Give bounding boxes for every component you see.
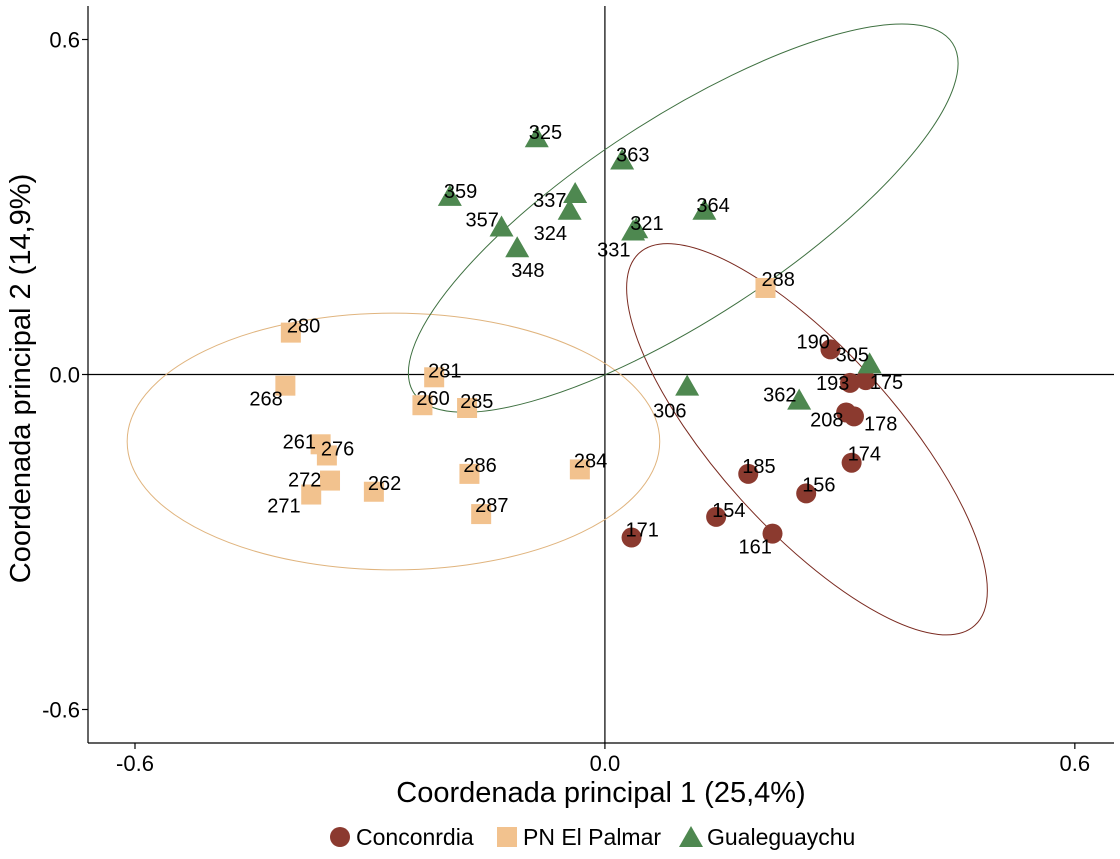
- y-tick-label: -0.6: [42, 698, 80, 723]
- point-label: 359: [444, 181, 477, 203]
- triangle-point: [692, 198, 717, 220]
- triangle-point: [557, 198, 582, 220]
- point-label: 161: [739, 537, 772, 559]
- point-label: 288: [761, 269, 794, 291]
- legend-circle-key: [330, 827, 350, 847]
- point-label: 337: [533, 190, 566, 212]
- square-point: [320, 470, 341, 491]
- square-point: [316, 445, 337, 466]
- square-point: [424, 367, 445, 388]
- point-label: 174: [848, 444, 881, 466]
- point-label: 276: [321, 438, 354, 460]
- circle-point: [843, 406, 864, 427]
- x-tick-label: -0.6: [116, 751, 154, 776]
- ellipse-pn-el-palmar: [126, 312, 661, 571]
- point-label: 306: [653, 401, 686, 423]
- square-point: [301, 484, 322, 505]
- square-point: [280, 322, 301, 343]
- square-point: [457, 398, 478, 418]
- triangle-point: [437, 184, 462, 206]
- point-label: 260: [416, 388, 449, 410]
- square-point: [363, 481, 384, 502]
- point-label: 284: [574, 450, 607, 472]
- point-label: 324: [534, 223, 567, 245]
- point-label: 178: [864, 413, 897, 435]
- legend-label: Gualeguaychu: [707, 824, 855, 850]
- x-tick-label: 0.0: [590, 751, 621, 776]
- circle-point: [796, 483, 817, 504]
- point-label: 325: [529, 122, 562, 144]
- y-tick-label: 0.6: [49, 28, 80, 53]
- point-label: 286: [463, 455, 496, 477]
- data-points: [275, 126, 882, 548]
- ellipse-conconrdia: [626, 243, 988, 636]
- y-axis-title: Coordenada principal 2 (14,9%): [5, 174, 37, 583]
- triangle-point: [524, 126, 549, 148]
- point-label: 321: [630, 213, 663, 235]
- circle-point: [738, 463, 759, 484]
- circle-point: [762, 523, 783, 544]
- point-label: 175: [870, 372, 903, 394]
- point-label: 331: [597, 239, 630, 261]
- point-label: 156: [802, 474, 835, 496]
- point-label: 208: [810, 409, 843, 431]
- point-label: 272: [288, 470, 321, 492]
- point-label: 262: [368, 473, 401, 495]
- point-label: 261: [283, 431, 316, 453]
- x-axis-title: Coordenada principal 1 (25,4%): [396, 777, 805, 809]
- legend-triangle-key: [679, 826, 703, 847]
- legend-square-key: [497, 827, 517, 847]
- point-labels: 190 193 175 208 178 174 185 156 154 161 171 288 280 2…: [249, 122, 903, 558]
- point-label: 362: [763, 385, 796, 407]
- triangle-point: [563, 182, 588, 204]
- triangle-point: [505, 236, 530, 258]
- square-point: [471, 504, 492, 525]
- legend-label: Conconrdia: [356, 824, 474, 850]
- point-label: 268: [249, 389, 282, 411]
- circle-point: [855, 370, 876, 391]
- triangle-point: [610, 148, 635, 170]
- point-label: 363: [616, 145, 649, 167]
- legend: Conconrdia PN El Palmar Gualeguaychu: [330, 824, 855, 850]
- point-label: 271: [267, 496, 300, 518]
- point-label: 171: [626, 520, 659, 542]
- point-label: 287: [475, 495, 508, 517]
- square-point: [569, 459, 590, 480]
- circle-point: [706, 506, 727, 527]
- plot-area: 190 193 175 208 178 174 185 156 154 161 171 288 280 2…: [87, 6, 1114, 744]
- point-label: 190: [796, 331, 829, 353]
- triangle-point: [857, 352, 882, 374]
- circle-point: [841, 452, 862, 473]
- triangle-point: [621, 219, 646, 241]
- square-point: [275, 375, 296, 396]
- point-label: 285: [460, 391, 493, 413]
- confidence-ellipses: [126, 23, 988, 636]
- axis-ticks: -0.6 0.0 0.6 0.6 0.0 -0.6: [42, 28, 1090, 777]
- point-label: 185: [742, 456, 775, 478]
- x-tick-label: 0.6: [1060, 751, 1091, 776]
- triangle-point: [675, 374, 700, 396]
- circle-point: [840, 372, 861, 393]
- circle-point: [820, 339, 841, 360]
- square-point: [459, 463, 480, 484]
- triangle-point: [787, 388, 812, 410]
- point-label: 348: [511, 260, 544, 282]
- point-label: 364: [696, 195, 729, 217]
- point-label: 193: [816, 373, 849, 395]
- point-label: 305: [836, 344, 869, 366]
- circle-point: [621, 527, 642, 548]
- square-point: [755, 277, 776, 298]
- triangle-point: [489, 215, 514, 237]
- point-label: 280: [287, 316, 320, 338]
- legend-label: PN El Palmar: [523, 824, 661, 850]
- point-label: 357: [466, 210, 499, 232]
- square-point: [412, 395, 433, 416]
- y-tick-label: 0.0: [49, 363, 80, 388]
- point-label: 154: [712, 500, 745, 522]
- point-label: 281: [428, 360, 461, 382]
- ellipse-gualeguaychu: [407, 23, 959, 413]
